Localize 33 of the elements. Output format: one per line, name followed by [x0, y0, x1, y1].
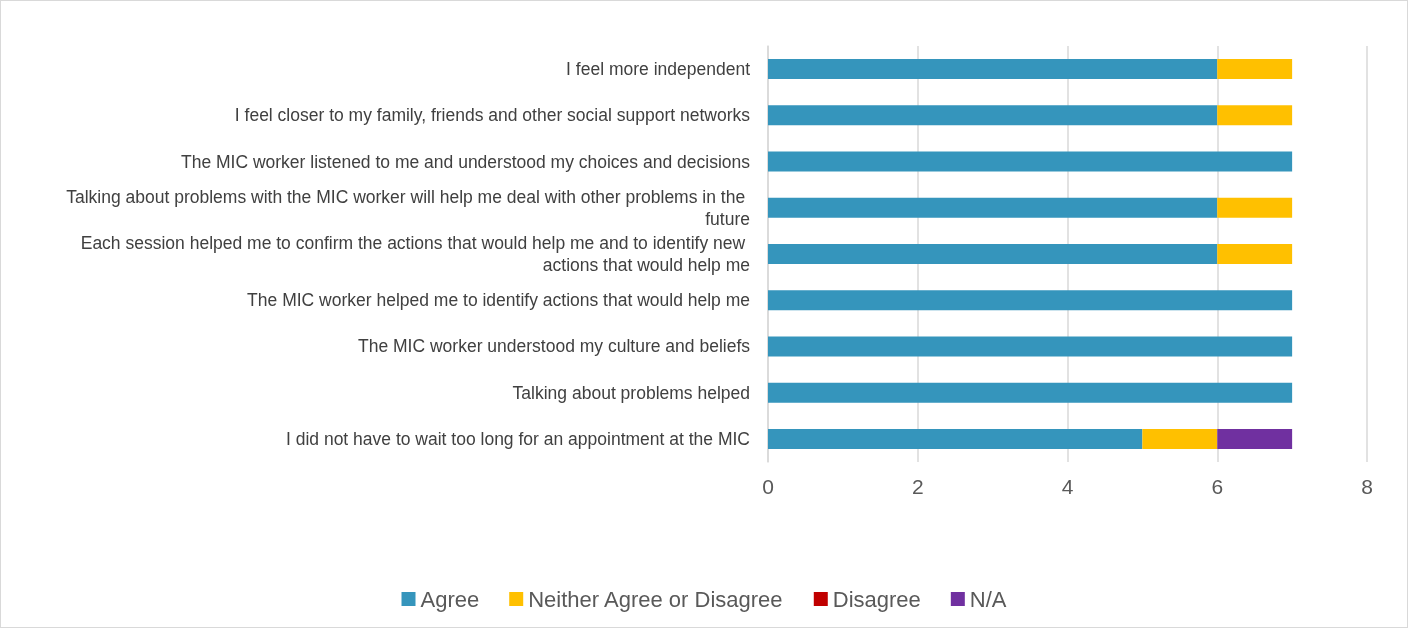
- y-tick-label: Each session helped me to confirm the actions that would help me and to identify new actions that would help me: [80, 233, 750, 275]
- bar: [768, 105, 1218, 126]
- x-tick-label: 0: [762, 475, 774, 498]
- bar: [1217, 59, 1293, 80]
- bar: [768, 290, 1293, 311]
- y-tick-label: I did not have to wait too long for an appointment at the MIC: [285, 428, 750, 449]
- y-tick-label: I feel closer to my family, friends and other social support networks: [234, 105, 751, 126]
- x-tick-label: 6: [1211, 475, 1224, 498]
- bar: [768, 244, 1218, 264]
- bar: [768, 197, 1218, 218]
- y-tick-label: The MIC worker understood my culture and beliefs: [358, 336, 751, 357]
- y-tick-label: The MIC worker helped me to identify actions that would help me: [247, 290, 750, 311]
- bar: [1217, 244, 1293, 264]
- x-tick-label: 4: [1061, 475, 1074, 498]
- bar: [1217, 428, 1293, 449]
- bar: [1217, 105, 1293, 126]
- y-tick-label: Talking about problems with the MIC worker will help me deal with other problems in the future: [66, 186, 750, 229]
- x-tick-label: 8: [1361, 475, 1373, 498]
- bar: [768, 151, 1293, 172]
- bar: [768, 59, 1218, 80]
- legend-label: Neither Agree or Disagree: [528, 586, 783, 612]
- legend-label: Agree: [420, 586, 480, 612]
- bar: [1142, 428, 1218, 449]
- x-tick-label: 2: [911, 475, 924, 498]
- y-tick-label: Talking about problems helped: [512, 382, 750, 403]
- legend-label: Disagree: [832, 586, 921, 612]
- y-tick-label: The MIC worker listened to me and understood my choices and decisions: [180, 151, 751, 172]
- bar: [768, 336, 1293, 357]
- bar: [768, 382, 1293, 403]
- bar: [768, 428, 1143, 449]
- y-tick-label: I feel more independent: [566, 59, 751, 80]
- bar: [1217, 197, 1293, 218]
- legend-label: N/A: [969, 586, 1007, 612]
